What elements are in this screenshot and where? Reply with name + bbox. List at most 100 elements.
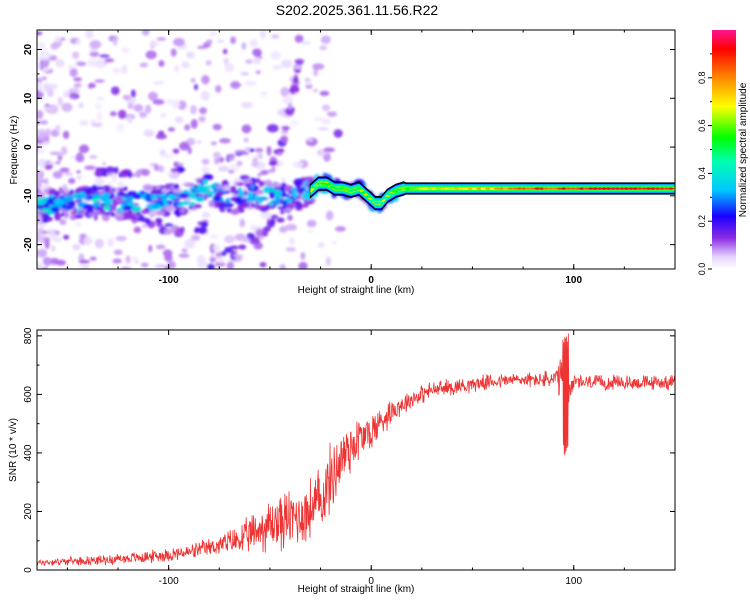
ridge-blob bbox=[130, 205, 142, 213]
noise-blob bbox=[68, 92, 78, 100]
noise-blob bbox=[67, 64, 75, 70]
noise-blob bbox=[166, 171, 172, 176]
ridge-peak bbox=[42, 197, 49, 201]
noise-blob bbox=[76, 175, 82, 180]
noise-blob bbox=[143, 129, 155, 137]
ridge-hotspot bbox=[649, 187, 657, 190]
noise-blob bbox=[266, 124, 279, 133]
noise-blob bbox=[145, 50, 157, 60]
y-tick-label: 0 bbox=[23, 567, 34, 573]
track-blob bbox=[164, 223, 174, 227]
ridge-blob bbox=[155, 210, 166, 216]
ridge-hotspot bbox=[480, 187, 488, 190]
ridge-hotspot bbox=[529, 187, 537, 190]
noise-blob bbox=[60, 37, 66, 41]
ridge-hotspot bbox=[614, 187, 621, 190]
spectrogram-plot-area bbox=[37, 30, 675, 269]
ridge-blob bbox=[183, 182, 195, 187]
noise-blob bbox=[49, 258, 60, 265]
noise-blob bbox=[241, 42, 247, 50]
track-blob bbox=[290, 88, 295, 95]
ridge-blob bbox=[129, 195, 134, 201]
ridge-hotspot bbox=[600, 187, 608, 190]
ridge-blob bbox=[89, 190, 98, 194]
noise-blob bbox=[266, 145, 272, 156]
track-blob bbox=[215, 252, 223, 258]
track-blob bbox=[106, 172, 113, 176]
noise-blob bbox=[120, 47, 131, 53]
ridge-hotspot bbox=[587, 187, 594, 190]
noise-blob bbox=[75, 39, 81, 46]
noise-blob bbox=[110, 86, 120, 95]
ridge-hotspot bbox=[636, 187, 643, 190]
noise-blob bbox=[322, 104, 331, 112]
ridge-blob bbox=[188, 205, 193, 210]
ridge-blob bbox=[93, 193, 101, 198]
ridge-blob bbox=[142, 184, 154, 191]
track-blob bbox=[170, 168, 180, 173]
noise-blob bbox=[91, 122, 103, 127]
ridge-blob bbox=[133, 193, 142, 200]
ridge-blob bbox=[165, 183, 172, 190]
noise-blob bbox=[260, 91, 268, 97]
ridge-hotspot bbox=[565, 187, 572, 190]
noise-blob bbox=[112, 258, 122, 264]
ridge-peak bbox=[304, 180, 309, 185]
noise-blob bbox=[219, 138, 231, 144]
noise-blob bbox=[112, 67, 122, 74]
noise-blob bbox=[323, 147, 336, 153]
track-blob bbox=[283, 126, 289, 132]
ridge-blob bbox=[218, 204, 224, 209]
track-blob bbox=[280, 135, 289, 144]
noise-blob bbox=[94, 79, 105, 83]
ridge-hotspot bbox=[520, 187, 528, 190]
track-blob bbox=[218, 156, 225, 163]
track-blob bbox=[288, 102, 293, 111]
noise-blob bbox=[313, 88, 318, 93]
noise-blob bbox=[243, 137, 249, 143]
ridge-hotspot bbox=[382, 196, 389, 200]
ridge-peak bbox=[79, 191, 86, 196]
noise-blob bbox=[46, 83, 59, 90]
ridge-hotspot bbox=[556, 187, 563, 190]
ridge-peak bbox=[183, 200, 189, 205]
noise-blob bbox=[73, 77, 83, 82]
ridge-peak bbox=[237, 187, 243, 192]
track-blob bbox=[206, 263, 215, 269]
noise-blob bbox=[281, 59, 293, 69]
noise-blob bbox=[165, 98, 174, 106]
noise-blob bbox=[259, 261, 267, 268]
track-blob bbox=[140, 217, 149, 223]
track-blob bbox=[200, 221, 209, 228]
noise-blob bbox=[325, 256, 332, 266]
noise-blob bbox=[249, 39, 258, 48]
noise-blob bbox=[253, 242, 263, 250]
noise-blob bbox=[307, 229, 315, 234]
noise-blob bbox=[40, 57, 50, 68]
ridge-peak bbox=[177, 203, 183, 208]
ridge-blob bbox=[208, 200, 215, 208]
noise-blob bbox=[37, 263, 44, 269]
track-blob bbox=[229, 245, 240, 250]
track-blob bbox=[242, 237, 250, 243]
track-blob bbox=[214, 157, 220, 165]
noise-blob bbox=[271, 166, 276, 171]
noise-blob bbox=[214, 85, 222, 93]
snr-xlabel: Height of straight line (km) bbox=[298, 584, 415, 595]
x-tick-label: 0 bbox=[368, 275, 374, 286]
ridge-blob bbox=[135, 211, 141, 216]
noise-blob bbox=[164, 266, 171, 269]
noise-blob bbox=[294, 34, 304, 43]
ridge-hotspot bbox=[418, 187, 425, 190]
noise-blob bbox=[212, 243, 221, 253]
ridge-hotspot bbox=[444, 187, 452, 190]
noise-blob bbox=[216, 257, 225, 264]
ridge-hotspot bbox=[462, 187, 470, 190]
ridge-hotspot bbox=[400, 187, 407, 190]
noise-blob bbox=[208, 234, 220, 239]
track-blob bbox=[244, 147, 251, 151]
noise-blob bbox=[49, 229, 56, 240]
ridge-peak bbox=[117, 208, 124, 212]
noise-blob bbox=[121, 64, 128, 75]
ridge-hotspot bbox=[502, 187, 510, 190]
